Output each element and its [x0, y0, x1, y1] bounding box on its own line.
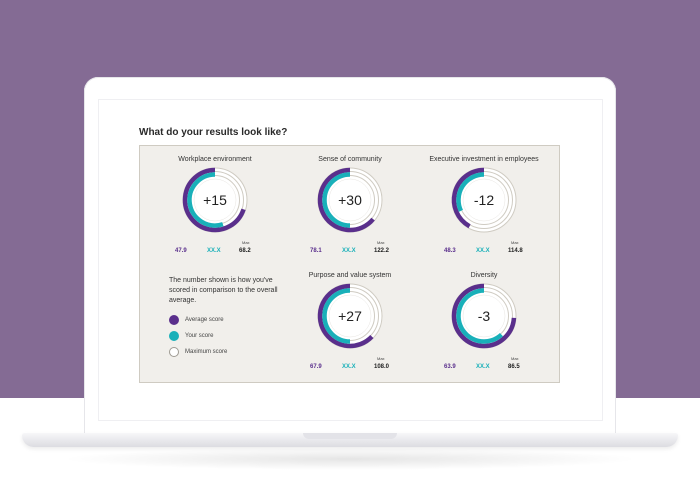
gauge-score: -12 — [474, 192, 494, 208]
max-value: 114.8 — [508, 248, 523, 254]
gauge-title: Workplace environment — [178, 156, 252, 163]
your-value: XX.X — [476, 364, 490, 370]
your-arc — [456, 172, 485, 212]
teal-dot-icon — [169, 331, 179, 341]
max-value: 68.2 — [239, 248, 251, 254]
average-value: 48.3 — [444, 248, 456, 254]
purple-dot-icon — [169, 315, 179, 325]
gauge-center — [193, 178, 237, 222]
gauge-executive-investment: Executive investment in employees -12 48… — [414, 156, 554, 266]
gauge-values: 47.9 XX.X Max 68.2 — [145, 240, 285, 256]
gauge-values: 78.1 XX.X Max 122.2 — [280, 240, 420, 256]
your-value: XX.X — [476, 248, 490, 254]
gauge-values: 67.9 XX.X Max 108.0 — [280, 356, 420, 372]
max-label: Max — [377, 240, 385, 245]
max-label: Max — [242, 240, 250, 245]
legend-label: Your score — [185, 333, 214, 339]
average-arc — [317, 283, 374, 349]
gauge-diversity: Diversity -3 63.9 XX.X Max 86.5 — [414, 272, 554, 382]
gauge-score: +30 — [338, 192, 362, 208]
gauge-title: Purpose and value system — [308, 272, 392, 279]
your-value: XX.X — [207, 248, 221, 254]
gauge-score: +15 — [203, 192, 227, 208]
gauge-center — [462, 178, 506, 222]
gauge-center — [328, 178, 372, 222]
gauge-values: 48.3 XX.X Max 114.8 — [414, 240, 554, 256]
gauge-center — [328, 294, 372, 338]
max-value: 108.0 — [374, 364, 390, 370]
your-arc — [456, 288, 503, 344]
gauge-values: 63.9 XX.X Max 86.5 — [414, 356, 554, 372]
your-arc — [322, 288, 351, 344]
your-arc — [187, 172, 224, 228]
gauge-purpose-and-value-system: Purpose and value system +27 67.9 XX.X M… — [280, 272, 420, 382]
average-value: 47.9 — [175, 248, 187, 254]
max-label: Max — [377, 356, 385, 361]
your-value: XX.X — [342, 248, 356, 254]
laptop-shadow — [60, 448, 640, 470]
gauge-workplace-environment: Workplace environment +15 47.9 XX.X Max … — [145, 156, 285, 266]
gauge-score: +27 — [338, 308, 362, 324]
donut-gauge: -3 — [451, 283, 517, 349]
legend-label: Maximum score — [185, 349, 228, 355]
max-value: 86.5 — [508, 364, 520, 370]
gauge-title: Diversity — [470, 272, 498, 279]
gauge-center — [462, 294, 506, 338]
max-label: Max — [511, 240, 519, 245]
gauge-title: Executive investment in employees — [429, 156, 539, 163]
average-value: 63.9 — [444, 364, 456, 370]
empty-circle-icon — [169, 347, 179, 357]
laptop-base-notch — [303, 433, 397, 439]
donut-gauge: +27 — [317, 283, 383, 349]
max-label: Max — [511, 356, 519, 361]
max-value: 122.2 — [374, 248, 390, 254]
average-arc — [451, 167, 485, 229]
donut-gauge: +30 — [317, 167, 383, 233]
gauge-sense-of-community: Sense of community +30 78.1 XX.X Max 122… — [280, 156, 420, 266]
donut-gauge: +15 — [182, 167, 248, 233]
laptop-base — [22, 433, 678, 447]
your-value: XX.X — [342, 364, 356, 370]
average-value: 78.1 — [310, 248, 322, 254]
donut-gauge: -12 — [451, 167, 517, 233]
average-arc — [451, 283, 517, 349]
average-arc — [182, 167, 246, 233]
average-arc — [317, 167, 375, 233]
legend-label: Average score — [185, 317, 224, 323]
page-title: What do your results look like? — [139, 127, 288, 138]
gauge-score: -3 — [478, 308, 491, 324]
average-value: 67.9 — [310, 364, 322, 370]
legend-note: The number shown is how you've scored in… — [169, 277, 278, 304]
your-arc — [322, 172, 351, 228]
gauge-title: Sense of community — [318, 156, 382, 163]
